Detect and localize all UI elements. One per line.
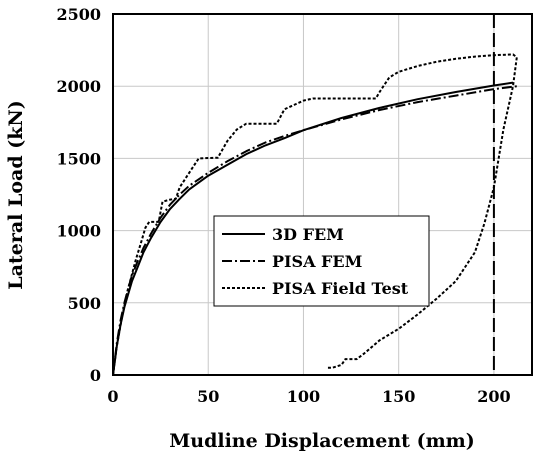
y-tick-label: 2000 (56, 77, 101, 96)
y-axis-title: Lateral Load (kN) (5, 100, 27, 289)
plot-frame (112, 13, 533, 376)
x-tick-label: 100 (287, 387, 320, 406)
legend-label-pisa-fem: PISA FEM (272, 252, 362, 271)
x-tick-label: 0 (107, 387, 118, 406)
y-tick-label: 500 (68, 294, 101, 313)
y-tick-label: 1000 (56, 222, 101, 241)
legend-label-pisa-field-test: PISA Field Test (272, 279, 409, 298)
x-axis-title: Mudline Displacement (mm) (169, 430, 475, 452)
legend-label-3d-fem: 3D FEM (272, 225, 344, 244)
y-tick-label: 0 (90, 366, 101, 385)
grid (112, 13, 532, 376)
legend-box (213, 215, 430, 307)
legend: 3D FEM PISA FEM PISA Field Test (213, 215, 430, 307)
x-tick-label: 200 (477, 387, 510, 406)
x-tick-label: 150 (382, 387, 415, 406)
x-tick-label: 50 (197, 387, 219, 406)
y-tick-label: 2500 (56, 5, 101, 24)
y-tick-label: 1500 (56, 149, 101, 168)
series-group (112, 53, 518, 376)
series-line-pisa-field-test (112, 53, 518, 376)
